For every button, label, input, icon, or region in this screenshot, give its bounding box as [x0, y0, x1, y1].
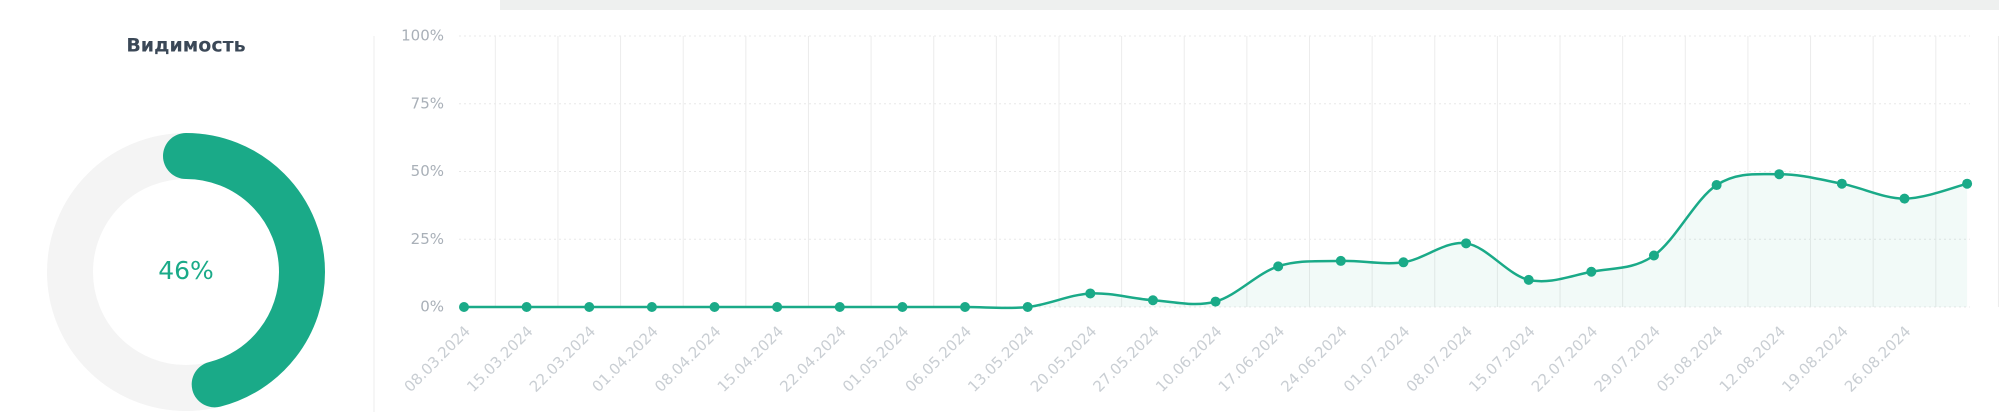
x-tick-label: 15.04.2024 [714, 322, 787, 395]
x-tick-label: 22.04.2024 [776, 322, 849, 395]
x-tick-label: 24.06.2024 [1277, 322, 1350, 395]
area [464, 174, 1968, 309]
x-tick-label: 12.08.2024 [1716, 322, 1789, 395]
x-tick-label: 10.06.2024 [1152, 322, 1225, 395]
donut-arc [47, 133, 325, 411]
point [1523, 274, 1534, 285]
x-tick-label: 06.05.2024 [902, 322, 975, 395]
point [1586, 266, 1597, 277]
point [584, 302, 595, 312]
x-tick-label: 01.04.2024 [588, 322, 661, 395]
point [1648, 250, 1659, 261]
point [1398, 257, 1409, 268]
point [1774, 169, 1785, 180]
point [897, 302, 908, 312]
x-tick-label: 08.03.2024 [401, 322, 474, 395]
x-tick-label: 15.03.2024 [463, 322, 536, 395]
x-tick-label: 08.04.2024 [651, 322, 724, 395]
x-tick-label: 22.03.2024 [526, 322, 599, 395]
top-bar [500, 0, 1999, 10]
point [646, 302, 657, 312]
point [1147, 295, 1158, 306]
point [1335, 255, 1346, 266]
x-tick-label: 22.07.2024 [1528, 322, 1601, 395]
point [960, 302, 971, 312]
point [1711, 180, 1722, 191]
y-tick-label: 100% [401, 27, 444, 45]
x-tick-label: 17.06.2024 [1215, 322, 1288, 395]
x-tick-label: 13.05.2024 [964, 322, 1037, 395]
donut-label: 46% [158, 256, 214, 285]
point [834, 302, 845, 312]
point [1962, 178, 1973, 189]
point [1836, 178, 1847, 189]
x-tick-label: 01.05.2024 [839, 322, 912, 395]
x-tick-label: 05.08.2024 [1653, 322, 1726, 395]
x-tick-label: 01.07.2024 [1340, 322, 1413, 395]
x-tick-label: 27.05.2024 [1089, 322, 1162, 395]
point [1210, 296, 1221, 307]
y-tick-label: 50% [411, 162, 444, 180]
point [1085, 288, 1096, 299]
point [521, 302, 532, 312]
x-tick-label: 08.07.2024 [1403, 322, 1476, 395]
point [459, 302, 469, 312]
x-tick-label: 19.08.2024 [1778, 322, 1851, 395]
x-tick-label: 20.05.2024 [1027, 322, 1100, 395]
point [1273, 261, 1284, 272]
point [1022, 302, 1033, 312]
x-tick-label: 26.08.2024 [1841, 322, 1914, 395]
x-tick-label: 29.07.2024 [1591, 322, 1664, 395]
donut-title: Видимость [126, 35, 245, 57]
y-tick-label: 25% [411, 230, 444, 248]
x-tick-label: 15.07.2024 [1465, 322, 1538, 395]
point [772, 302, 783, 312]
point [1899, 193, 1910, 204]
point [1461, 238, 1472, 249]
y-tick-label: 75% [411, 94, 444, 112]
y-tick-label: 0% [420, 298, 444, 316]
point [709, 302, 720, 312]
